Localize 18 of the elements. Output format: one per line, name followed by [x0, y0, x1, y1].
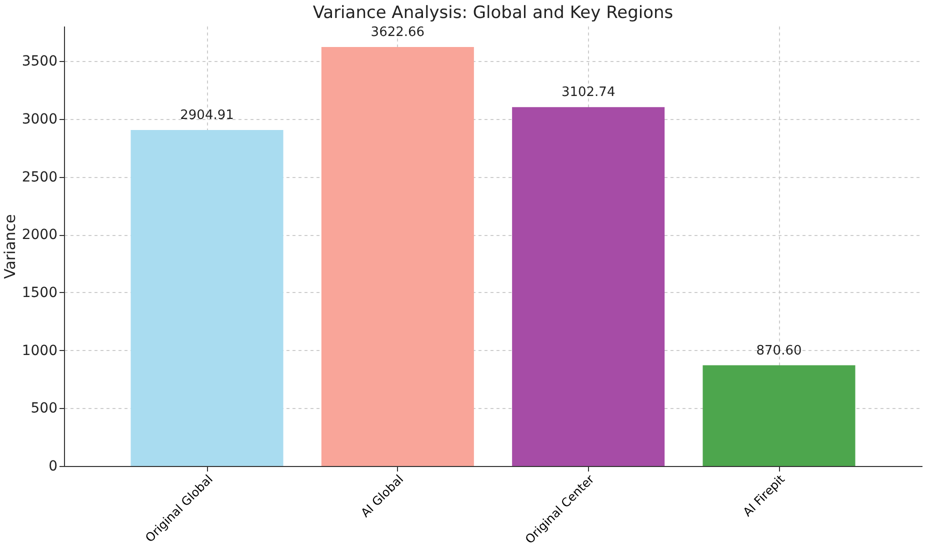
data-label: 870.60 [756, 343, 802, 358]
y-tick-label: 0 [48, 458, 58, 474]
data-label: 3622.66 [370, 24, 425, 40]
data-label: 2904.91 [180, 108, 234, 123]
bar [702, 365, 856, 466]
data-label: 3102.74 [561, 85, 616, 100]
chart-title: Variance Analysis: Global and Key Regions [312, 2, 674, 23]
bar [321, 46, 474, 466]
y-tick-label: 1500 [22, 285, 58, 301]
bar [130, 130, 284, 466]
y-tick-label: 2000 [22, 227, 58, 244]
bar [512, 107, 665, 466]
y-tick-label: 1000 [22, 342, 58, 359]
y-axis-title: Variance [0, 214, 19, 279]
y-tick-label: 500 [30, 400, 58, 417]
y-tick-label: 3500 [22, 54, 58, 70]
y-tick-label: 2500 [22, 169, 58, 186]
y-tick-label: 3000 [22, 111, 58, 128]
